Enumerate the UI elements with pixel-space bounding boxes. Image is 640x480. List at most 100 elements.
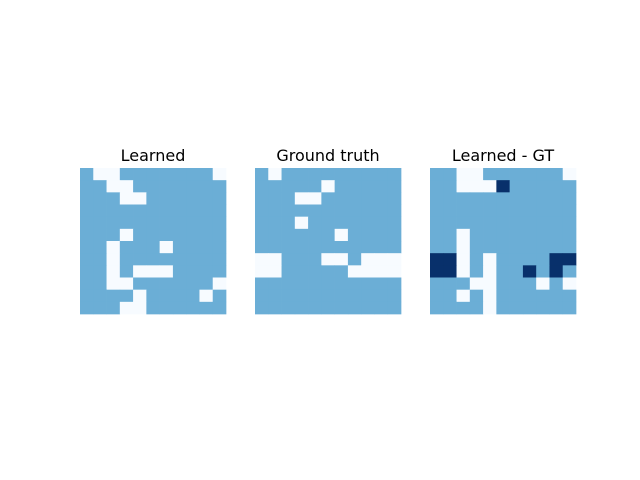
difference-heatmap-cell xyxy=(536,265,550,278)
learned-heatmap-cell xyxy=(106,289,121,303)
ground-truth-heatmap-cell xyxy=(361,253,375,266)
ground-truth-heatmap-cell xyxy=(347,241,362,254)
difference-heatmap-cell xyxy=(483,180,497,193)
learned-heatmap-cell xyxy=(119,241,134,254)
difference-heatmap-panel: Learned - GT xyxy=(430,146,577,315)
ground-truth-heatmap-cell xyxy=(361,180,375,193)
ground-truth-heatmap-cell xyxy=(334,253,349,266)
ground-truth-heatmap-cell xyxy=(347,204,362,218)
learned-heatmap-cell xyxy=(119,192,134,205)
ground-truth-heatmap-cell xyxy=(347,228,362,242)
learned-heatmap-cell xyxy=(212,289,227,303)
difference-heatmap-cell xyxy=(509,168,524,181)
difference-heatmap-cell xyxy=(443,241,457,254)
learned-heatmap-cell xyxy=(159,216,174,230)
ground-truth-heatmap-cell xyxy=(347,265,362,278)
ground-truth-heatmap-cell xyxy=(294,180,309,193)
difference-heatmap-cell xyxy=(536,204,550,218)
ground-truth-heatmap-cell xyxy=(387,180,402,193)
learned-heatmap-cell xyxy=(159,253,174,266)
difference-heatmap-cell xyxy=(430,253,444,266)
learned-heatmap-cell xyxy=(93,253,107,266)
ground-truth-heatmap-cell xyxy=(347,216,362,230)
ground-truth-heatmap-cell xyxy=(361,168,375,181)
learned-heatmap-cell xyxy=(212,277,227,291)
difference-heatmap-cell xyxy=(522,253,537,266)
difference-heatmap-cell xyxy=(562,180,577,193)
learned-heatmap-cell xyxy=(146,265,160,278)
learned-heatmap-cell xyxy=(172,192,187,205)
difference-heatmap-cell xyxy=(549,253,564,266)
learned-heatmap-cell xyxy=(186,241,200,254)
learned-heatmap-cell xyxy=(106,253,121,266)
difference-heatmap-cell xyxy=(509,228,524,242)
learned-heatmap-cell xyxy=(146,216,160,230)
ground-truth-heatmap-cell xyxy=(361,204,375,218)
learned-heatmap-cell xyxy=(212,301,227,315)
ground-truth-heatmap-cell xyxy=(321,180,335,193)
difference-heatmap-cell xyxy=(496,192,510,205)
learned-heatmap-cell xyxy=(172,289,187,303)
difference-heatmap-cell xyxy=(443,204,457,218)
ground-truth-heatmap-cell xyxy=(281,301,296,315)
ground-truth-heatmap-cell xyxy=(374,289,389,303)
learned-heatmap-panel: Learned xyxy=(80,146,227,315)
learned-heatmap-cell xyxy=(119,228,134,242)
learned-heatmap-cell xyxy=(80,277,94,291)
difference-heatmap-cell xyxy=(522,289,537,303)
learned-heatmap-cell xyxy=(119,216,134,230)
ground-truth-heatmap-cell xyxy=(294,204,309,218)
ground-truth-heatmap-cell xyxy=(308,204,322,218)
difference-heatmap-cell xyxy=(562,301,577,315)
difference-heatmap-cell xyxy=(522,241,537,254)
difference-heatmap-cell xyxy=(509,289,524,303)
difference-heatmap-cell xyxy=(443,216,457,230)
ground-truth-heatmap-cell xyxy=(361,265,375,278)
learned-heatmap-cell xyxy=(133,180,147,193)
learned-heatmap-cell xyxy=(133,253,147,266)
ground-truth-heatmap-cell xyxy=(374,228,389,242)
ground-truth-heatmap-cell xyxy=(268,265,282,278)
learned-heatmap-cell xyxy=(159,192,174,205)
learned-heatmap-cell xyxy=(199,228,214,242)
learned-heatmap-cell xyxy=(80,168,94,181)
difference-heatmap-cell xyxy=(483,192,497,205)
difference-heatmap-cell xyxy=(456,180,471,193)
learned-heatmap-cell xyxy=(106,265,121,278)
ground-truth-heatmap-cell xyxy=(374,168,389,181)
learned-heatmap-cell xyxy=(199,301,214,315)
learned-heatmap-cell xyxy=(186,204,200,218)
learned-heatmap-cell xyxy=(119,277,134,291)
difference-heatmap-cell xyxy=(509,301,524,315)
difference-heatmap-cell xyxy=(469,168,484,181)
learned-heatmap-cell xyxy=(119,289,134,303)
learned-heatmap-cell xyxy=(80,241,94,254)
difference-heatmap-cell xyxy=(509,265,524,278)
ground-truth-heatmap-cell xyxy=(374,192,389,205)
learned-heatmap-cell xyxy=(119,253,134,266)
ground-truth-heatmap-cell xyxy=(387,168,402,181)
difference-heatmap-cell xyxy=(483,277,497,291)
learned-heatmap-cell xyxy=(93,289,107,303)
difference-heatmap-cell xyxy=(536,216,550,230)
difference-heatmap-cell xyxy=(443,265,457,278)
difference-heatmap-cell xyxy=(522,216,537,230)
difference-heatmap-cell xyxy=(509,241,524,254)
learned-heatmap-cell xyxy=(119,204,134,218)
difference-heatmap-cell xyxy=(496,289,510,303)
ground-truth-heatmap-cell xyxy=(308,180,322,193)
difference-heatmap-cell xyxy=(562,289,577,303)
difference-heatmap-cell xyxy=(536,192,550,205)
learned-heatmap-cell xyxy=(212,180,227,193)
ground-truth-heatmap-cell xyxy=(308,216,322,230)
difference-heatmap-cell xyxy=(430,289,444,303)
difference-heatmap-cell xyxy=(456,228,471,242)
difference-heatmap-cell xyxy=(483,228,497,242)
ground-truth-heatmap-cell xyxy=(281,265,296,278)
learned-heatmap-cell xyxy=(146,241,160,254)
ground-truth-heatmap-cell xyxy=(334,180,349,193)
difference-heatmap-cell xyxy=(469,228,484,242)
learned-heatmap-cell xyxy=(119,168,134,181)
difference-heatmap-cell xyxy=(549,241,564,254)
ground-truth-heatmap-cell xyxy=(281,168,296,181)
